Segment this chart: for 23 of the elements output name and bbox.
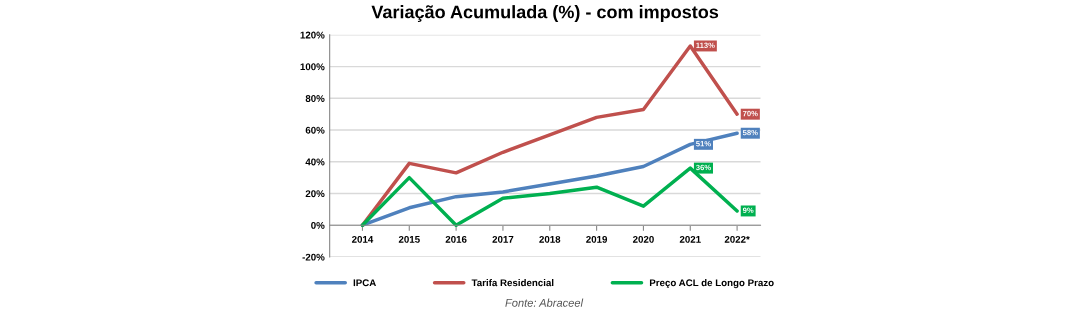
y-tick-label: 120%: [300, 31, 325, 39]
x-tick-label: 2016: [445, 235, 467, 243]
x-tick-label: 2019: [586, 235, 608, 243]
source-note: Fonte: Abraceel: [505, 298, 584, 307]
x-tick-label: 2021: [679, 235, 701, 243]
x-tick-label: 2015: [398, 235, 420, 243]
chart-title: Variação Acumulada (%) - com impostos: [371, 5, 719, 22]
x-tick-label: 2014: [351, 235, 374, 243]
y-tick-label: -20%: [302, 253, 325, 261]
x-tick-label: 2018: [539, 235, 561, 243]
legend-label: IPCA: [353, 279, 376, 287]
y-tick-label: 20%: [305, 190, 325, 198]
x-tick-label: 2020: [632, 235, 654, 243]
y-tick-label: 80%: [305, 95, 325, 102]
legend-label: Preço ACL de Longo Prazo: [649, 279, 774, 289]
x-tick-label: 2017: [492, 235, 514, 243]
y-tick-label: 100%: [300, 63, 325, 71]
line-series: [360, 166, 739, 227]
y-tick-label: 40%: [305, 158, 325, 166]
legend-label: Tarifa Residencial: [471, 279, 554, 287]
y-tick-label: 60%: [305, 126, 325, 134]
y-tick-label: 0%: [311, 221, 325, 229]
x-tick-label: 2022*: [724, 235, 750, 243]
